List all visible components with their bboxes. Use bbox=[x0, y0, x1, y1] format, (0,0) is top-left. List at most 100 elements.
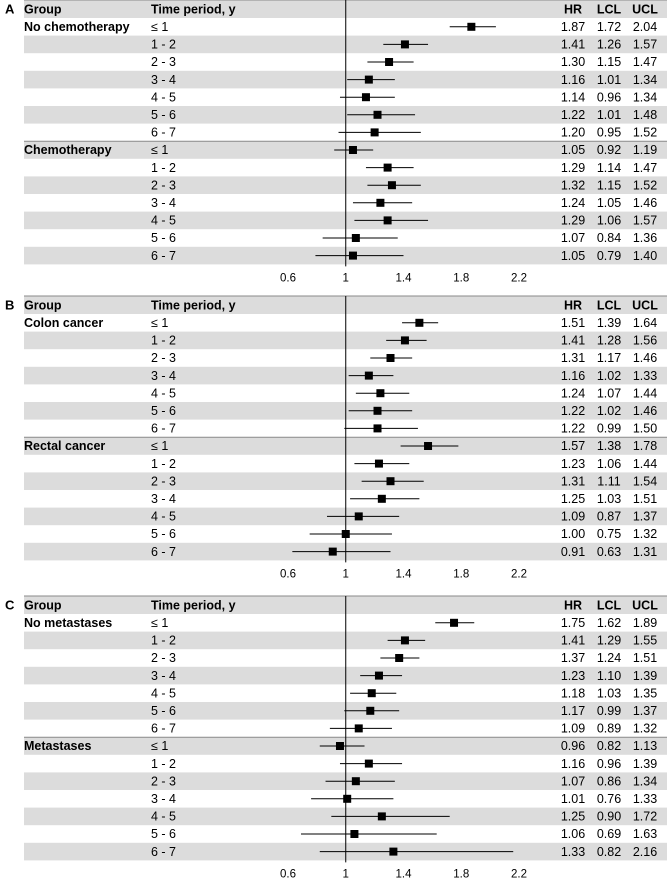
ucl-value: 1.36 bbox=[633, 231, 657, 245]
time-period-label: ≤ 1 bbox=[151, 20, 168, 34]
hazard-ratio-marker bbox=[386, 477, 395, 486]
hr-value: 1.31 bbox=[561, 474, 585, 488]
hazard-ratio-marker bbox=[364, 371, 373, 380]
x-tick-label: 0.6 bbox=[280, 568, 296, 580]
hazard-ratio-marker bbox=[367, 689, 376, 698]
hr-value: 1.29 bbox=[561, 161, 585, 175]
hazard-ratio-marker bbox=[373, 406, 382, 415]
ucl-value: 1.54 bbox=[633, 474, 657, 488]
hazard-ratio-marker bbox=[364, 75, 373, 84]
hr-value: 1.22 bbox=[561, 422, 585, 436]
header-time-period: Time period, y bbox=[151, 299, 236, 313]
header-lcl: LCL bbox=[597, 299, 622, 313]
ucl-value: 1.78 bbox=[633, 439, 657, 453]
hr-value: 1.07 bbox=[561, 774, 585, 788]
hr-value: 1.09 bbox=[561, 510, 585, 524]
hazard-ratio-marker bbox=[387, 181, 396, 190]
lcl-value: 1.15 bbox=[597, 178, 621, 192]
time-period-label: 6 - 7 bbox=[151, 722, 176, 736]
lcl-value: 0.69 bbox=[597, 827, 621, 841]
time-period-label: 5 - 6 bbox=[151, 527, 176, 541]
lcl-value: 1.10 bbox=[597, 669, 621, 683]
time-period-label: 5 - 6 bbox=[151, 231, 176, 245]
lcl-value: 1.06 bbox=[597, 214, 621, 228]
ucl-value: 1.32 bbox=[633, 527, 657, 541]
x-tick-label: 1.8 bbox=[453, 568, 469, 580]
ucl-value: 1.46 bbox=[633, 351, 657, 365]
hazard-ratio-marker bbox=[350, 830, 359, 838]
lcl-value: 1.72 bbox=[597, 20, 621, 34]
ucl-value: 1.46 bbox=[633, 404, 657, 418]
time-period-label: 4 - 5 bbox=[151, 90, 176, 104]
hr-value: 1.18 bbox=[561, 686, 585, 700]
x-tick-label: 0.6 bbox=[280, 868, 296, 880]
time-period-label: ≤ 1 bbox=[151, 316, 168, 330]
time-period-label: 5 - 6 bbox=[151, 108, 176, 122]
time-period-label: 6 - 7 bbox=[151, 249, 176, 263]
x-tick-label: 2.2 bbox=[511, 568, 527, 580]
ucl-value: 1.33 bbox=[633, 792, 657, 806]
time-period-label: 1 - 2 bbox=[151, 38, 176, 52]
lcl-value: 1.38 bbox=[597, 439, 621, 453]
ucl-value: 1.63 bbox=[633, 827, 657, 841]
hr-value: 1.07 bbox=[561, 231, 585, 245]
ucl-value: 1.51 bbox=[633, 492, 657, 506]
hazard-ratio-marker bbox=[374, 459, 383, 468]
hr-value: 1.17 bbox=[561, 704, 585, 718]
header-ucl: UCL bbox=[632, 3, 658, 17]
ucl-value: 1.32 bbox=[633, 722, 657, 736]
lcl-value: 0.84 bbox=[597, 231, 621, 245]
ucl-value: 1.89 bbox=[633, 616, 657, 630]
hr-value: 1.41 bbox=[561, 334, 585, 348]
time-period-label: 2 - 3 bbox=[151, 351, 176, 365]
time-period-label: 3 - 4 bbox=[151, 669, 176, 683]
x-tick-label: 1.4 bbox=[396, 568, 413, 580]
time-period-label: 5 - 6 bbox=[151, 704, 176, 718]
ucl-value: 1.72 bbox=[633, 810, 657, 824]
group-name: Rectal cancer bbox=[24, 439, 105, 453]
time-period-label: 1 - 2 bbox=[151, 757, 176, 771]
lcl-value: 0.87 bbox=[597, 510, 621, 524]
ucl-value: 2.04 bbox=[633, 20, 657, 34]
time-period-label: 2 - 3 bbox=[151, 474, 176, 488]
group-name: No metastases bbox=[24, 616, 112, 630]
hr-value: 1.14 bbox=[561, 90, 585, 104]
lcl-value: 1.11 bbox=[597, 474, 620, 488]
lcl-value: 0.79 bbox=[597, 249, 621, 263]
lcl-value: 0.95 bbox=[597, 126, 621, 140]
hr-value: 1.24 bbox=[561, 196, 585, 210]
hazard-ratio-marker bbox=[354, 724, 363, 733]
lcl-value: 0.86 bbox=[597, 774, 621, 788]
ucl-value: 1.39 bbox=[633, 757, 657, 771]
hazard-ratio-marker bbox=[348, 146, 357, 154]
hr-value: 1.23 bbox=[561, 669, 585, 683]
hr-value: 0.91 bbox=[561, 545, 585, 559]
time-period-label: 3 - 4 bbox=[151, 369, 176, 383]
hr-value: 1.24 bbox=[561, 386, 585, 400]
hazard-ratio-marker bbox=[377, 812, 386, 821]
hr-value: 1.32 bbox=[561, 178, 585, 192]
header-hr: HR bbox=[564, 299, 582, 313]
ucl-value: 1.46 bbox=[633, 196, 657, 210]
hr-value: 1.41 bbox=[561, 634, 585, 648]
hazard-ratio-marker bbox=[351, 234, 360, 242]
hr-value: 1.87 bbox=[561, 20, 585, 34]
time-period-label: 6 - 7 bbox=[151, 845, 176, 859]
hr-value: 1.06 bbox=[561, 827, 585, 841]
time-period-label: 1 - 2 bbox=[151, 457, 176, 471]
hazard-ratio-marker bbox=[400, 636, 409, 645]
ucl-value: 1.47 bbox=[633, 55, 657, 69]
time-period-label: 3 - 4 bbox=[151, 196, 176, 210]
header-time-period: Time period, y bbox=[151, 599, 236, 613]
lcl-value: 0.75 bbox=[597, 527, 621, 541]
hr-value: 1.41 bbox=[561, 38, 585, 52]
x-tick-label: 1 bbox=[343, 868, 349, 880]
header-hr: HR bbox=[564, 3, 582, 17]
hazard-ratio-marker bbox=[389, 847, 398, 856]
time-period-label: 4 - 5 bbox=[151, 810, 176, 824]
lcl-value: 1.02 bbox=[597, 404, 621, 418]
lcl-value: 0.99 bbox=[597, 704, 621, 718]
header-lcl: LCL bbox=[597, 599, 622, 613]
hazard-ratio-marker bbox=[328, 547, 337, 556]
